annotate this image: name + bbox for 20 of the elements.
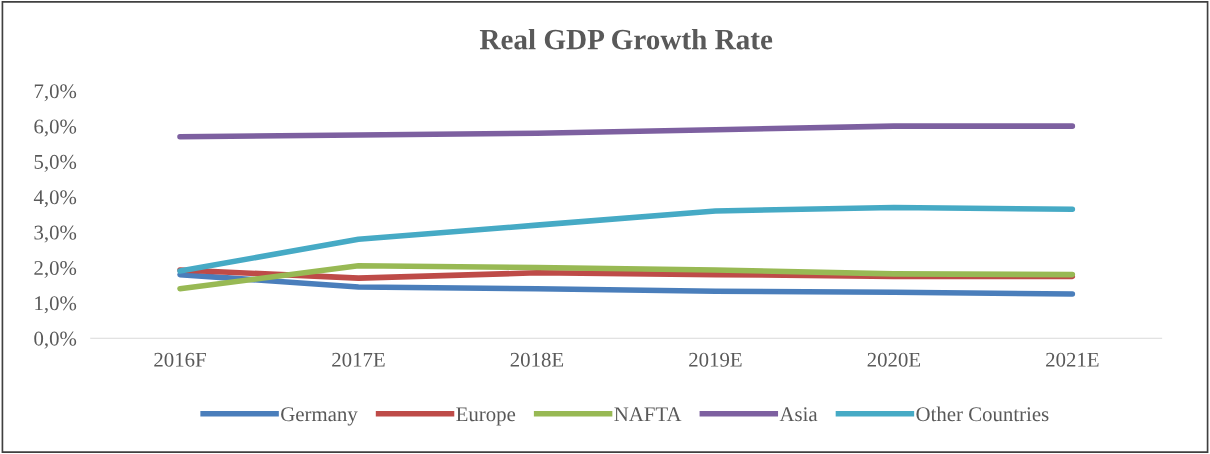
y-tick-label: 3,0% xyxy=(34,225,77,243)
x-tick-label: 2016F xyxy=(154,352,206,367)
x-tick-label: 2021E xyxy=(1046,352,1099,367)
y-tick-label: 7,0% xyxy=(34,84,77,102)
legend-label: Asia xyxy=(779,407,818,422)
y-tick-label: 6,0% xyxy=(34,119,77,137)
x-tick-label: 2020E xyxy=(867,352,921,367)
chart-title: Real GDP Growth Rate xyxy=(479,28,773,50)
x-tick-label: 2018E xyxy=(510,352,564,367)
y-tick-label: 2,0% xyxy=(34,260,77,278)
legend-label: Europe xyxy=(456,407,516,426)
y-tick-label: 5,0% xyxy=(34,154,77,172)
y-tick-label: 0,0% xyxy=(34,331,77,349)
y-tick-label: 1,0% xyxy=(35,296,77,314)
legend-label: NAFTA xyxy=(614,407,682,422)
x-tick-label: 2019E xyxy=(689,352,742,367)
legend-label: Other Countries xyxy=(916,406,1049,422)
legend-label: Germany xyxy=(281,407,358,426)
y-tick-label: 4,0% xyxy=(33,190,77,208)
x-tick-label: 2017E xyxy=(332,352,385,367)
